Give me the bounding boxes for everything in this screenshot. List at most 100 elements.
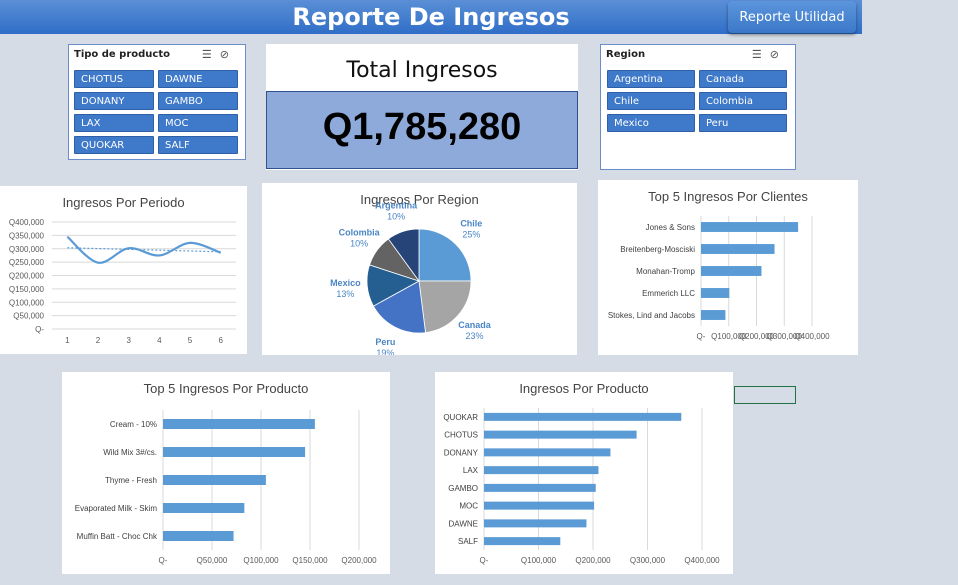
pie-slice [387, 228, 420, 283]
selected-cell[interactable] [734, 386, 796, 404]
bar [163, 419, 315, 429]
pie-slice [418, 280, 472, 334]
bar [484, 537, 561, 546]
x-tick-label: Q- [159, 556, 168, 565]
slicer-title: Region [606, 49, 646, 60]
pie-value-label: 10% [387, 212, 405, 222]
pie-label: Chile [460, 219, 482, 229]
bar [484, 448, 611, 457]
x-tick-label: 2 [96, 336, 101, 345]
multi-select-icon[interactable]: ☰ [751, 49, 770, 61]
slicer-item[interactable]: DONANY [74, 92, 154, 110]
chart-ingresos-producto: Ingresos Por Producto Q- Q100,000 Q200,000… [435, 372, 733, 574]
slicer-item[interactable]: Colombia [699, 92, 787, 110]
bar [163, 447, 306, 457]
clear-filter-icon[interactable]: ⊘ [769, 49, 787, 61]
chart-ingresos-periodo: Ingresos Por Periodo Q400,000 Q350,000 Q30… [0, 186, 247, 354]
category-label: Jones & Sons [646, 223, 695, 232]
chart-title: Ingresos Por Region [360, 192, 479, 207]
slicer-item[interactable]: DAWNE [158, 70, 238, 88]
category-label: Muffin Batt - Choc Chk [77, 532, 158, 541]
pie-value-label: 23% [466, 331, 484, 341]
clear-filter-icon[interactable]: ⊘ [219, 49, 237, 61]
multi-select-icon[interactable]: ☰ [201, 49, 220, 61]
slicer-item[interactable]: GAMBO [158, 92, 238, 110]
slicer-item[interactable]: Chile [607, 92, 695, 110]
bar [701, 288, 730, 298]
total-ingresos-card: Total Ingresos Q1,785,280 [266, 44, 578, 170]
chart-top-clientes: Top 5 Ingresos Por Clientes Q- Q100,000 Q2… [598, 180, 858, 355]
x-tick-label: 5 [188, 336, 193, 345]
pie-slice [372, 280, 426, 334]
reporte-utilidad-button[interactable]: Reporte Utilidad [728, 1, 856, 33]
x-tick-label: Q400,000 [684, 556, 720, 565]
category-label: DONANY [444, 448, 479, 457]
chart-ingresos-region: Ingresos Por Region Chile 25% Canada 23% Per… [262, 183, 577, 355]
x-tick-label: Q- [697, 332, 706, 341]
slicer-item[interactable]: CHOTUS [74, 70, 154, 88]
slicer-item[interactable]: Argentina [607, 70, 695, 88]
chart-title: Top 5 Ingresos Por Producto [143, 381, 309, 396]
slicer-item[interactable]: LAX [74, 114, 154, 132]
slicer-item[interactable]: SALF [158, 136, 238, 154]
series-line [66, 235, 222, 264]
category-label: GAMBO [448, 484, 478, 493]
slicer-item[interactable]: Mexico [607, 114, 695, 132]
category-label: Breitenberg-Mosciski [620, 245, 695, 254]
bar-chart-svg: Q- Q50,000 Q100,000 Q150,000 Q200,000 Cream -… [75, 410, 377, 565]
bar [484, 412, 682, 421]
page-title: Reporte De Ingresos [292, 3, 570, 31]
chart-top-producto: Top 5 Ingresos Por Producto Q- Q50,000 Q10… [62, 372, 390, 574]
bar [484, 466, 599, 475]
pie-label: Peru [375, 337, 395, 347]
x-tick-label: 3 [126, 336, 131, 345]
x-tick-label: Q150,000 [292, 556, 328, 565]
slicer-item[interactable]: QUOKAR [74, 136, 154, 154]
slicer-region: Region ☰⊘ Argentina Canada Chile Colombi… [600, 44, 796, 170]
x-tick-label: Q200,000 [341, 556, 377, 565]
pie-label: Argentina [375, 201, 418, 211]
line-chart-svg: Q400,000 Q350,000 Q300,000 Q250,000 Q200,000… [9, 218, 236, 345]
y-tick-label: Q100,000 [9, 298, 45, 307]
header-bar [0, 0, 862, 34]
slicer-controls: ☰⊘ [202, 48, 237, 61]
pie-value-label: 13% [336, 289, 354, 299]
bar [484, 430, 637, 439]
x-tick-label: Q200,000 [739, 332, 775, 341]
trendline [67, 247, 221, 253]
total-box: Q1,785,280 [266, 91, 578, 169]
bar [484, 483, 596, 492]
x-tick-label: Q- [480, 556, 489, 565]
x-tick-label: Q50,000 [197, 556, 228, 565]
pie-label: Canada [458, 320, 492, 330]
slicer-item[interactable]: Canada [699, 70, 787, 88]
slicer-item[interactable]: Peru [699, 114, 787, 132]
bar [701, 222, 799, 232]
total-value: Q1,785,280 [322, 106, 522, 148]
category-label: Wild Mix 3#/cs. [103, 448, 157, 457]
slicer-item[interactable]: MOC [158, 114, 238, 132]
chart-title: Ingresos Por Producto [519, 381, 649, 396]
slicer-tipo-producto: Tipo de producto ☰⊘ CHOTUS DAWNE DONANY … [68, 44, 246, 160]
category-label: Stokes, Lind and Jacobs [608, 311, 695, 320]
bar-chart-svg: Q- Q100,000 Q200,000 Q300,000 Q400,000 QUOKAR… [443, 408, 720, 565]
pie-value-label: 19% [376, 348, 394, 355]
total-title: Total Ingresos [346, 58, 498, 83]
pie-label: Colombia [339, 228, 381, 238]
category-label: LAX [463, 466, 479, 475]
bar [484, 501, 595, 510]
bar [484, 519, 587, 528]
x-tick-label: Q300,000 [767, 332, 803, 341]
category-label: Evaporated Milk - Skim [75, 504, 158, 513]
y-tick-label: Q150,000 [9, 285, 45, 294]
category-label: Monahan-Tromp [636, 267, 695, 276]
y-tick-label: Q400,000 [9, 218, 45, 227]
y-tick-label: Q250,000 [9, 258, 45, 267]
chart-title: Top 5 Ingresos Por Clientes [648, 189, 808, 204]
pie-label: Mexico [330, 278, 361, 288]
bar [701, 244, 775, 254]
pie-value-label: 10% [350, 239, 368, 249]
y-tick-label: Q300,000 [9, 245, 45, 254]
bar [163, 475, 266, 485]
